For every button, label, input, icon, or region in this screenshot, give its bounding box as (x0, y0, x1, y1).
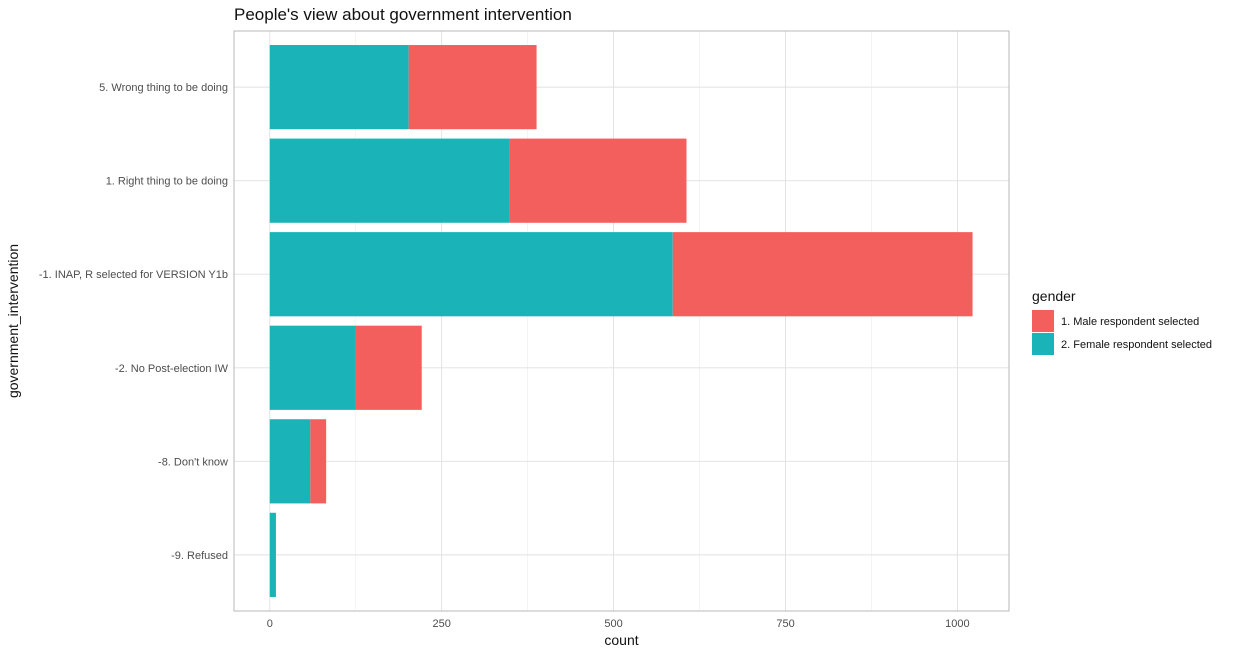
bars-layer (269, 45, 973, 597)
bar-segment (355, 325, 422, 410)
bar-segment (269, 325, 356, 410)
bar-segment (269, 45, 409, 130)
bar-segment (672, 232, 973, 317)
x-tick-label: 0 (267, 618, 273, 630)
x-tick-label: 500 (604, 618, 622, 630)
y-tick-label: -9. Refused (171, 550, 228, 562)
bar-segment (408, 45, 537, 130)
bar-segment (509, 138, 687, 223)
y-tick-label: -8. Don't know (158, 456, 228, 468)
x-tick-label: 1000 (945, 618, 969, 630)
bar-segment (269, 138, 510, 223)
y-tick-label: 5. Wrong thing to be doing (99, 82, 228, 94)
chart-title: People's view about government intervent… (234, 5, 572, 24)
legend-key (1032, 333, 1054, 355)
y-tick-label: -2. No Post-election IW (115, 363, 229, 375)
y-axis-title: government_intervention (5, 244, 21, 398)
panel-border (233, 30, 1010, 612)
legend: gender 1. Male respondent selected 2. Fem… (1032, 288, 1212, 355)
bar-segment (310, 419, 327, 504)
bar-segment (269, 419, 311, 504)
y-tick-labels: 5. Wrong thing to be doing 1. Right thing… (39, 82, 229, 562)
y-tick-label: -1. INAP, R selected for VERSION Y1b (39, 269, 228, 281)
y-tick-label: 1. Right thing to be doing (106, 176, 228, 188)
legend-label: 1. Male respondent selected (1061, 316, 1199, 328)
legend-label: 2. Female respondent selected (1061, 339, 1212, 351)
x-tick-label: 250 (432, 618, 450, 630)
x-tick-labels: 0 250 500 750 1000 (267, 618, 970, 630)
x-axis-title: count (604, 632, 638, 648)
x-tick-label: 750 (776, 618, 794, 630)
legend-key (1032, 310, 1054, 332)
legend-title: gender (1032, 288, 1076, 304)
bar-segment (269, 232, 673, 317)
bar-segment (269, 512, 276, 597)
